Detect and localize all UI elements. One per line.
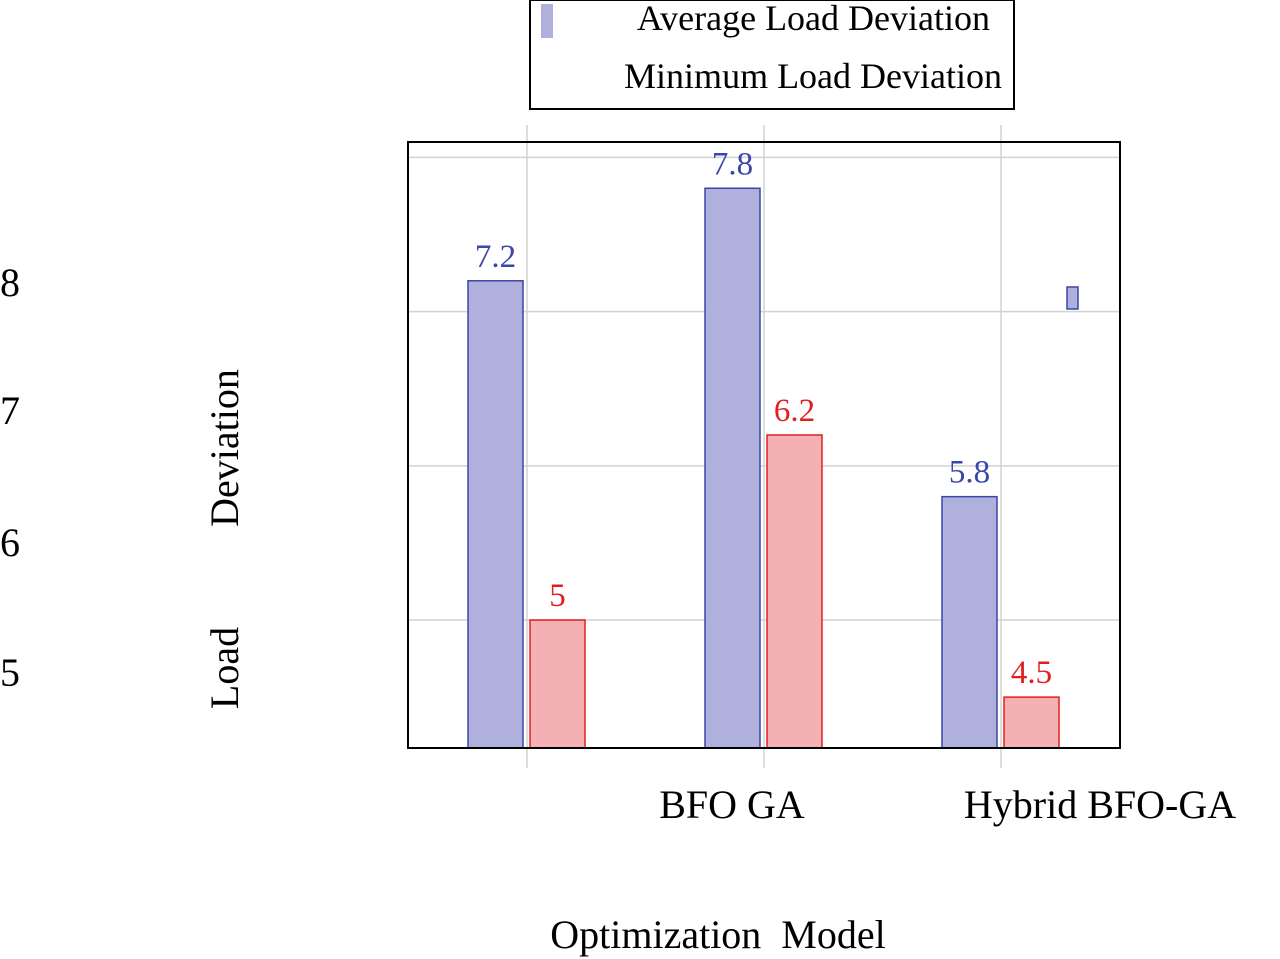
bar-average-hybrid-bfo-ga bbox=[941, 495, 998, 749]
y-tick-label-6: 6 bbox=[0, 520, 20, 565]
x-tick-label-bfo-ga: BFO GA bbox=[659, 782, 805, 827]
data-label-average-3: 5.8 bbox=[949, 455, 990, 491]
bar-minimum-hybrid-bfo-ga bbox=[1003, 696, 1060, 749]
data-label-minimum-2: 6.2 bbox=[774, 393, 815, 429]
y-tick-label-8: 8 bbox=[0, 260, 20, 305]
data-label-average-1: 7.2 bbox=[475, 239, 516, 275]
y-tick-label-5: 5 bbox=[0, 650, 20, 695]
bar-average-bfo bbox=[467, 280, 524, 749]
plot-frame bbox=[407, 141, 1121, 749]
y-tick-labels: 8 7 6 5 bbox=[0, 260, 20, 695]
bar-minimum-ga bbox=[766, 434, 823, 749]
y-tick-label-7: 7 bbox=[0, 388, 20, 433]
bar-average-ga bbox=[704, 187, 761, 749]
x-axis-label: Optimization Model bbox=[550, 912, 886, 957]
legend-box bbox=[529, 0, 1015, 110]
x-tick-label-hybrid: Hybrid BFO-GA bbox=[964, 782, 1236, 827]
y-axis-label-word-1: Load bbox=[202, 627, 247, 709]
bar-minimum-bfo bbox=[529, 619, 586, 749]
data-label-average-2: 7.8 bbox=[712, 146, 753, 182]
gridlines bbox=[408, 125, 1120, 768]
stray-series-marker bbox=[1066, 286, 1079, 310]
y-axis-label-word-2: Deviation bbox=[202, 369, 247, 527]
legend-label-minimum: Minimum Load Deviation bbox=[624, 56, 1002, 96]
data-labels: 7.2 7.8 5.8 5 6.2 4.5 bbox=[475, 146, 1052, 691]
legend-swatch-average bbox=[541, 4, 553, 38]
data-label-minimum-1: 5 bbox=[549, 578, 566, 614]
legend-label-average: Average Load Deviation bbox=[637, 0, 990, 38]
legend: Average Load Deviation Minimum Load Devi… bbox=[529, 0, 1015, 110]
data-label-minimum-3: 4.5 bbox=[1011, 655, 1052, 691]
